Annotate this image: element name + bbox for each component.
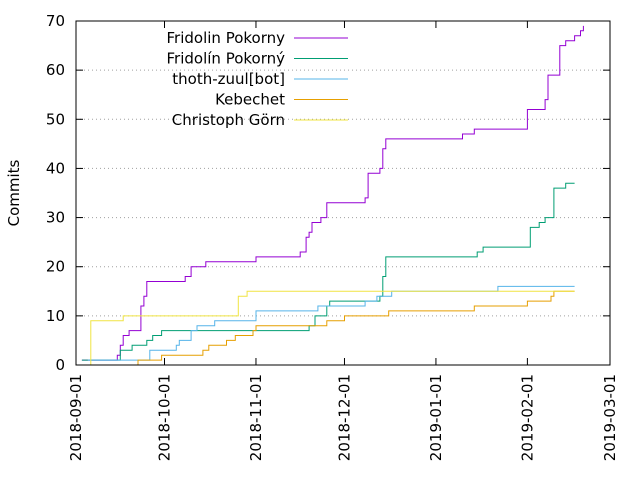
y-tick-label: 10 — [46, 307, 65, 325]
x-tick-label: 2018-10-01 — [156, 374, 174, 461]
series-line — [132, 290, 575, 366]
legend-label: Fridolin Pokorny — [167, 29, 286, 47]
y-tick-label: 70 — [46, 12, 65, 30]
legend-label: thoth-zuul[bot] — [172, 70, 285, 88]
x-tick-label: 2019-03-01 — [601, 374, 619, 461]
legend-label: Fridolín Pokorný — [167, 50, 286, 68]
legend: Fridolin Pokorny Fridolín Pokorný thoth-zu… — [167, 29, 348, 129]
series-line — [81, 182, 575, 361]
series-line — [87, 285, 575, 361]
y-tick-label: 0 — [55, 356, 65, 374]
y-tick-label: 40 — [46, 159, 65, 177]
x-tick-label: 2018-12-01 — [335, 374, 353, 461]
grid-layer — [76, 69, 610, 317]
legend-label: Kebechet — [215, 91, 285, 109]
y-tick-label: 60 — [46, 61, 65, 79]
series-layer — [81, 25, 584, 366]
series-line — [81, 25, 584, 361]
y-tick-label: 30 — [46, 209, 65, 227]
x-tick-label: 2019-01-01 — [427, 374, 445, 461]
y-axis-label: Commits — [5, 159, 23, 226]
legend-label: Christoph Görn — [172, 111, 285, 129]
x-tick-label: 2018-11-01 — [247, 374, 265, 461]
y-tick-label: 20 — [46, 258, 65, 276]
y-tick-label: 50 — [46, 110, 65, 128]
series-line — [87, 290, 575, 366]
x-tick-label: 2019-02-01 — [518, 374, 536, 461]
plot-frame — [75, 20, 611, 366]
x-tick-label: 2018-09-01 — [67, 374, 85, 461]
tick-layer: 0 10 20 30 40 50 60 70 2018-09-01 2018-10-01 2018-… — [46, 12, 619, 461]
